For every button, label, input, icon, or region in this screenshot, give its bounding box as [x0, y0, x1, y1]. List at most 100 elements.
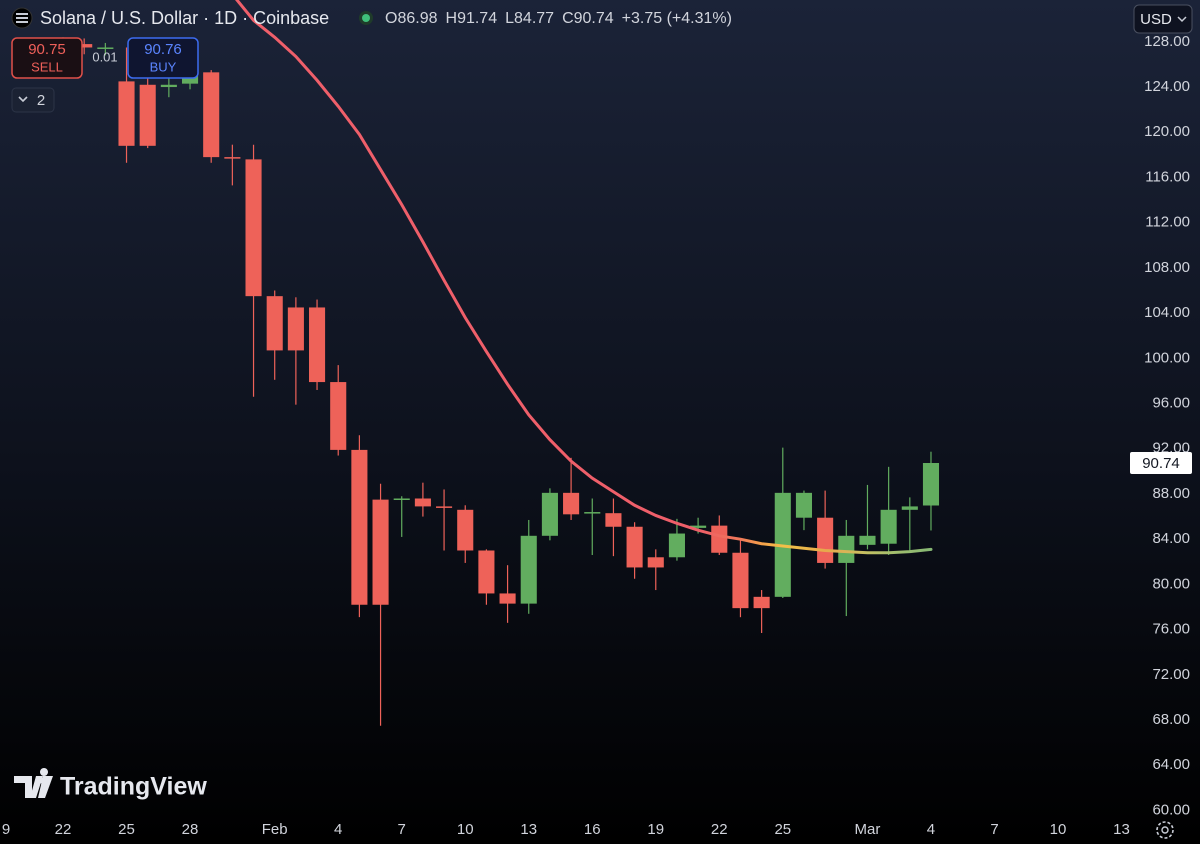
status-dot — [362, 14, 370, 22]
price-tag-label: 90.74 — [1142, 455, 1180, 472]
currency-box[interactable] — [1133, 4, 1193, 34]
candle-body — [457, 509, 474, 551]
candle-body — [351, 449, 368, 605]
buy-button[interactable]: 90.76 BUY — [127, 37, 199, 79]
candle-body — [711, 525, 728, 553]
brand-name: TradingView — [60, 773, 207, 801]
candle-body — [541, 492, 558, 536]
brand-logo-slash — [38, 776, 53, 798]
indicators-box[interactable] — [11, 87, 55, 113]
x-tick-label: 13 — [520, 821, 537, 838]
candle-body — [245, 159, 262, 297]
gear[interactable] — [1156, 821, 1174, 839]
candle-body — [880, 509, 897, 544]
y-tick-label: 68.00 — [1152, 711, 1190, 728]
sell-label[interactable]: SELL — [31, 59, 63, 74]
x-tick-label: 16 — [584, 821, 601, 838]
x-tick-label: 25 — [118, 821, 135, 838]
gear-center — [1161, 826, 1169, 834]
candle-body — [732, 552, 749, 609]
candle-body — [287, 307, 304, 351]
axes: 128.00 124.00 120.00 116.00 112.00 108.00 104.… — [2, 33, 1192, 838]
x-tick-label: 9 — [2, 821, 10, 838]
y-tick-label: 108.00 — [1144, 259, 1190, 276]
x-tick-label: 4 — [334, 821, 342, 838]
chevron — [18, 96, 28, 103]
x-tick-label: 4 — [927, 821, 935, 838]
candle-body — [266, 296, 283, 351]
branding: TradingView — [14, 767, 207, 801]
y-tick-label: 120.00 — [1144, 123, 1190, 140]
x-tick-label: 10 — [1050, 821, 1067, 838]
candle-body — [838, 535, 855, 563]
candle-body — [753, 596, 770, 609]
x-tick-label: 22 — [711, 821, 728, 838]
y-tick-label: 76.00 — [1152, 621, 1190, 638]
x-tick-label: 7 — [398, 821, 406, 838]
y-tick-label: 72.00 — [1152, 666, 1190, 683]
candle-body — [203, 72, 220, 158]
y-tick-label: 100.00 — [1144, 349, 1190, 366]
candle-body — [414, 498, 431, 507]
x-tick-label: 13 — [1113, 821, 1130, 838]
x-tick-label: Feb — [262, 821, 288, 838]
candle-body — [563, 492, 580, 515]
x-tick-label: 25 — [774, 821, 791, 838]
candle-body — [97, 47, 114, 49]
candle-body — [626, 526, 643, 568]
candle-body — [499, 593, 516, 604]
price-tag-box — [1130, 452, 1192, 475]
sell-button[interactable]: 90.75 SELL — [11, 37, 83, 79]
candle-body — [309, 307, 326, 383]
sell-price[interactable]: 90.75 — [28, 41, 66, 58]
y-tick-label: 60.00 — [1152, 801, 1190, 818]
y-tick-label: 104.00 — [1144, 304, 1190, 321]
candle-body — [478, 550, 495, 594]
candle-body — [859, 535, 876, 545]
candle-body — [922, 463, 940, 506]
open-label: O — [385, 10, 397, 27]
y-tick-label: 116.00 — [1145, 168, 1190, 185]
spread: 0.01 — [92, 49, 117, 64]
low-label: L — [505, 10, 514, 27]
ohlc: O86.98 H91.74 L84.77 C90.74 +3.75 (+4.31%) — [385, 10, 732, 27]
indicators-count[interactable]: 2 — [37, 92, 45, 109]
sell-box[interactable] — [11, 37, 83, 79]
candle-body — [817, 517, 834, 563]
brand-logo — [14, 767, 49, 798]
x-tick-label: 19 — [647, 821, 664, 838]
symbol-title[interactable]: Solana / U.S. Dollar · 1D · Coinbase — [40, 8, 329, 28]
buy-label[interactable]: BUY — [150, 59, 177, 74]
y-tick-label: 112.00 — [1145, 214, 1190, 231]
y-tick-label: 88.00 — [1152, 485, 1190, 502]
x-tick-label: 22 — [55, 821, 72, 838]
settings-button[interactable] — [1156, 821, 1174, 839]
x-tick-label: 10 — [457, 821, 474, 838]
x-tick-label: 28 — [182, 821, 199, 838]
low-value: 84.77 — [514, 10, 554, 27]
candle-body — [690, 525, 707, 528]
candle-body — [436, 506, 453, 508]
high-label: H — [446, 10, 458, 27]
candle-body — [118, 81, 135, 146]
indicators-toggle[interactable]: 2 — [11, 87, 55, 113]
candle-body — [520, 535, 537, 604]
x-tick-label: 7 — [990, 821, 998, 838]
change: +3.75 (+4.31%) — [622, 10, 732, 27]
close-value: 90.74 — [574, 10, 614, 27]
y-tick-label: 80.00 — [1152, 575, 1190, 592]
buy-box[interactable] — [127, 37, 199, 79]
candle-body — [330, 382, 347, 450]
candle-body — [901, 506, 918, 510]
high-value: 91.74 — [457, 10, 497, 27]
currency-button[interactable]: USD — [1133, 4, 1193, 34]
buy-price[interactable]: 90.76 — [144, 41, 182, 58]
symbol-logo-lines — [16, 13, 28, 23]
chevron — [1177, 16, 1187, 23]
open-value: 86.98 — [397, 10, 437, 27]
close-label: C — [562, 10, 574, 27]
currency-label[interactable]: USD — [1140, 11, 1172, 28]
